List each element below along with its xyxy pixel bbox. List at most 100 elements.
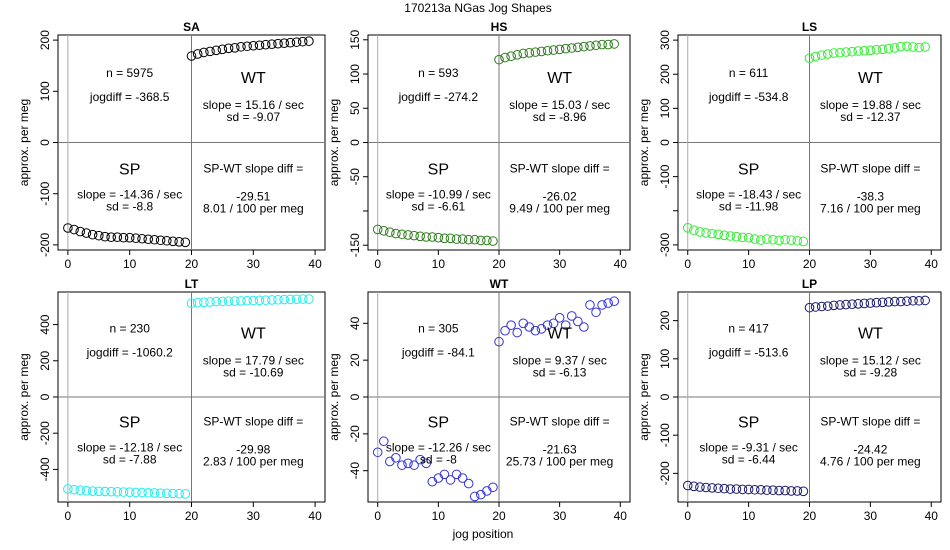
- wt-point: [822, 49, 833, 59]
- y-tick-label: 20: [348, 353, 362, 367]
- jogdiff-value: jogdiff = -84.1: [401, 346, 475, 360]
- y-tick-label: -100: [658, 164, 672, 188]
- sp-point: [707, 228, 717, 239]
- wt-point: [889, 43, 900, 53]
- wt-point: [494, 336, 504, 347]
- wt-point: [841, 299, 851, 310]
- wt-point: [229, 296, 240, 306]
- x-tick-label: 10: [432, 257, 446, 271]
- x-tick-label: 20: [803, 257, 817, 271]
- sp-point: [457, 234, 468, 244]
- x-tick-label: 40: [925, 257, 939, 271]
- x-tick-label: 30: [247, 509, 261, 523]
- wt-point: [829, 48, 839, 58]
- sp-point: [124, 487, 135, 498]
- sp-point: [749, 234, 760, 244]
- sp-point: [719, 483, 730, 494]
- sp-label: SP: [119, 415, 140, 432]
- wt-point: [883, 43, 894, 54]
- sp-point: [100, 231, 110, 242]
- sp-point: [403, 458, 413, 469]
- sp-point: [463, 234, 474, 245]
- panel-hs: HS 0 10 20 30 40 -150 -50 0 50 100 150 approx. per m…: [327, 20, 631, 271]
- wt-point: [865, 298, 876, 308]
- sp-point: [415, 231, 425, 242]
- y-tick-label: 0: [658, 393, 672, 400]
- wt-point: [853, 299, 864, 309]
- sp-point: [403, 230, 413, 240]
- sp-point: [451, 234, 462, 244]
- sp-point: [106, 232, 116, 243]
- wt-point: [902, 296, 912, 306]
- wt-slope: slope = 19.88 / sec: [820, 98, 921, 112]
- wt-point: [560, 43, 571, 54]
- panel-title: WT: [490, 277, 509, 291]
- wt-point: [847, 46, 857, 57]
- y-tick-label: -100: [38, 181, 52, 205]
- wt-point: [816, 301, 827, 312]
- y-tick-label: 40: [348, 316, 362, 330]
- n-count: n = 230: [110, 322, 151, 336]
- panel-title: LT: [185, 277, 199, 291]
- sp-point: [695, 227, 705, 237]
- sp-sd: sd = -6.44: [722, 453, 776, 467]
- sp-point: [81, 228, 92, 238]
- sp-point: [786, 235, 797, 245]
- wt-point: [199, 47, 209, 58]
- wt-point: [223, 43, 234, 54]
- jogdiff-value: jogdiff = -274.2: [398, 90, 479, 104]
- slope-diff-label: SP-WT slope diff =: [203, 161, 303, 175]
- sp-point: [792, 235, 803, 246]
- sp-point: [737, 484, 748, 495]
- y-tick-label: -150: [348, 233, 362, 257]
- wt-point: [530, 325, 541, 336]
- wt-point: [877, 44, 888, 55]
- wt-point: [810, 51, 821, 62]
- wt-point: [297, 294, 308, 304]
- sp-point: [731, 231, 742, 242]
- y-tick-label: 400: [38, 314, 52, 334]
- wt-point: [217, 296, 228, 307]
- slope-diff-value: -29.51: [236, 189, 270, 203]
- wt-point: [573, 316, 583, 327]
- wt-point: [591, 40, 601, 51]
- sp-slope: slope = -18.43 / sec: [696, 187, 801, 201]
- x-tick-label: 40: [614, 257, 628, 271]
- sp-point: [457, 473, 468, 483]
- wt-point: [609, 296, 620, 307]
- y-tick-label: -200: [658, 461, 672, 485]
- x-tick-label: 30: [553, 509, 567, 523]
- sp-label: SP: [428, 161, 449, 178]
- x-tick-label: 0: [374, 257, 381, 271]
- wt-point: [236, 296, 246, 306]
- sp-slope: slope = -10.99 / sec: [386, 187, 491, 201]
- wt-point: [908, 42, 918, 52]
- sp-point: [476, 235, 486, 246]
- y-tick-label: 200: [38, 350, 52, 370]
- wt-sd: sd = -6.13: [533, 366, 587, 380]
- sp-point: [755, 484, 766, 495]
- wt-point: [199, 297, 209, 308]
- sp-point: [63, 484, 73, 494]
- wt-point: [279, 294, 290, 305]
- wt-point: [242, 295, 252, 306]
- wt-point: [914, 295, 924, 306]
- sp-point: [391, 228, 401, 239]
- wt-point: [560, 320, 571, 330]
- slope-diff-rate: 8.01 / 100 per meg: [203, 201, 304, 215]
- sp-point: [137, 487, 147, 498]
- sp-point: [180, 237, 191, 248]
- x-tick-label: 0: [65, 257, 72, 271]
- sp-point: [161, 488, 172, 499]
- y-tick-label: 100: [658, 98, 672, 118]
- wt-point: [859, 45, 870, 56]
- x-tick-label: 20: [492, 257, 506, 271]
- wt-point: [291, 37, 302, 47]
- n-count: n = 611: [729, 66, 769, 80]
- wt-point: [524, 48, 535, 58]
- sp-sd: sd = -7.88: [103, 453, 157, 467]
- wt-point: [810, 302, 821, 312]
- sp-point: [725, 231, 736, 241]
- sp-point: [385, 227, 395, 237]
- sp-sd: sd = -8: [420, 453, 457, 467]
